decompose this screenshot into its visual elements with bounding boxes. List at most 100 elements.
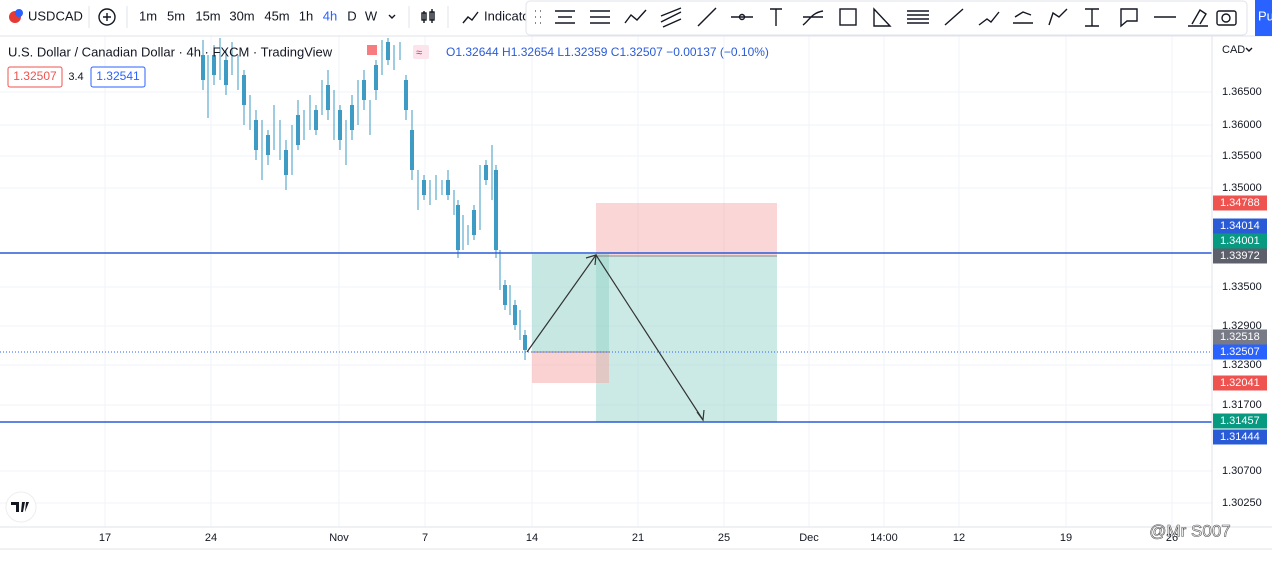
symbol-flag [15,9,23,17]
timeframe-button[interactable]: 5m [167,8,185,23]
price-label-box [1213,429,1267,445]
currency-label[interactable]: CAD [1222,44,1245,56]
timeframes: 1m 5m 15m 30m 45m 1h 4h D W [139,8,378,23]
time-label: 14:00 [870,532,898,544]
data-status [413,45,429,59]
time-labels: 17 24 Nov 7 14 21 25 Dec 14:00 12 19 26 [99,532,1178,544]
time-label: 7 [422,532,428,544]
chart-type-button[interactable] [421,9,435,23]
price-label-box [1213,248,1267,264]
time-label: 26 [1166,532,1178,544]
sell-box[interactable] [7,66,63,88]
timeframe-button[interactable]: 1m [139,8,157,23]
market-status [367,45,377,55]
tool-eraser[interactable] [1188,9,1208,27]
price-tick-label: 1.33500 [1222,281,1262,293]
short-target-zone [596,256,777,422]
timeframe-button[interactable]: 45m [264,8,289,23]
price-label-box [1213,195,1267,211]
price-label: 1.32518 [1220,331,1260,343]
price-label-box [1213,329,1267,345]
price-tick-label: 1.35000 [1222,182,1262,194]
price-label-box [1213,233,1267,249]
symbol[interactable]: USDCAD [28,8,83,23]
publish-label[interactable]: Pu [1258,8,1272,23]
tool-gann[interactable] [907,10,929,24]
tool-channel[interactable] [660,7,682,28]
price-label-box [1213,218,1267,234]
timeframe-button[interactable]: 30m [229,8,254,23]
price-tick-label: 1.30700 [1222,465,1262,477]
price-tick-label: 1.32900 [1222,320,1262,332]
currency-caret [1245,47,1253,52]
price-label: 1.31444 [1220,431,1260,443]
chart-legend-title: U.S. Dollar / Canadian Dollar · 4h · FXC… [8,44,333,59]
tool-brush[interactable] [802,10,824,26]
time-label: 21 [632,532,644,544]
timeframe-button[interactable]: 4h [323,8,337,23]
tool-ray[interactable] [944,8,964,26]
tool-note[interactable] [1085,8,1099,27]
timeframe-button[interactable]: 1h [299,8,313,23]
short-stop-zone [596,203,777,256]
time-label: 17 [99,532,111,544]
time-label: 19 [1060,532,1072,544]
ask-price[interactable]: 1.32541 [96,69,140,83]
price-label: 1.34788 [1220,197,1260,209]
tool-projection[interactable] [1013,11,1033,24]
bid-price[interactable]: 1.32507 [13,69,57,83]
time-label: Nov [329,532,349,544]
indicators-icon[interactable] [462,11,479,24]
price-label: 1.32041 [1220,377,1260,389]
tool-triangle[interactable] [873,7,892,27]
time-label: 25 [718,532,730,544]
price-tick-label: 1.32300 [1222,359,1262,371]
tool-parallel[interactable] [555,10,575,24]
tool-pattern[interactable] [624,9,647,24]
data-status-icon: ≈ [416,47,422,59]
price-tick-label: 1.30250 [1222,497,1262,509]
ohlc-values: O1.32644 H1.32654 L1.32359 C1.32507 −0.0… [446,45,769,59]
timeframe-button[interactable]: D [347,8,356,23]
spread: 3.4 [68,71,83,83]
tv-logo [5,491,37,523]
price-tick-label: 1.36500 [1222,86,1262,98]
tool-path[interactable] [978,11,1000,26]
timeframe-button[interactable]: W [365,8,378,23]
price-label: 1.32507 [1220,346,1260,358]
publish-button[interactable] [1255,0,1272,36]
tool-snapshot[interactable] [1216,10,1237,26]
drawing-toolbar [525,0,1248,36]
price-label: 1.31457 [1220,415,1260,427]
price-ticks: 1.36500 1.36000 1.35500 1.35000 1.33500 1.329… [1222,86,1262,509]
tool-rectangle[interactable] [839,8,857,26]
tool-fib[interactable] [590,10,610,24]
timeframe-button[interactable]: 15m [195,8,220,23]
price-label: 1.34014 [1220,220,1260,232]
timeframe-caret[interactable] [388,14,396,19]
price-label: 1.33972 [1220,250,1260,262]
time-label: 24 [205,532,217,544]
indicators-button[interactable]: Indicato [484,8,530,23]
price-axis [1212,36,1272,527]
price-label: 1.34001 [1220,235,1260,247]
time-label: 12 [953,532,965,544]
price-label-box [1213,375,1267,391]
long-target-zone [532,254,609,352]
candle-bodies [201,42,527,350]
time-label: 14 [526,532,538,544]
price-labels: 1.34788 1.34014 1.34001 1.33972 1.32518 1.325… [1213,195,1267,445]
candles [201,38,527,360]
buy-box[interactable] [90,66,146,88]
price-tick-label: 1.31700 [1222,399,1262,411]
tool-trend[interactable] [697,7,717,27]
compare-button[interactable] [98,8,116,26]
tool-text[interactable] [770,8,782,26]
tool-callout[interactable] [1120,8,1138,28]
tool-curve[interactable] [1048,8,1068,26]
watermark: @Mr S007 [1149,521,1231,540]
position-tools [532,203,777,422]
time-label: Dec [799,532,819,544]
path-arrow [526,253,705,422]
